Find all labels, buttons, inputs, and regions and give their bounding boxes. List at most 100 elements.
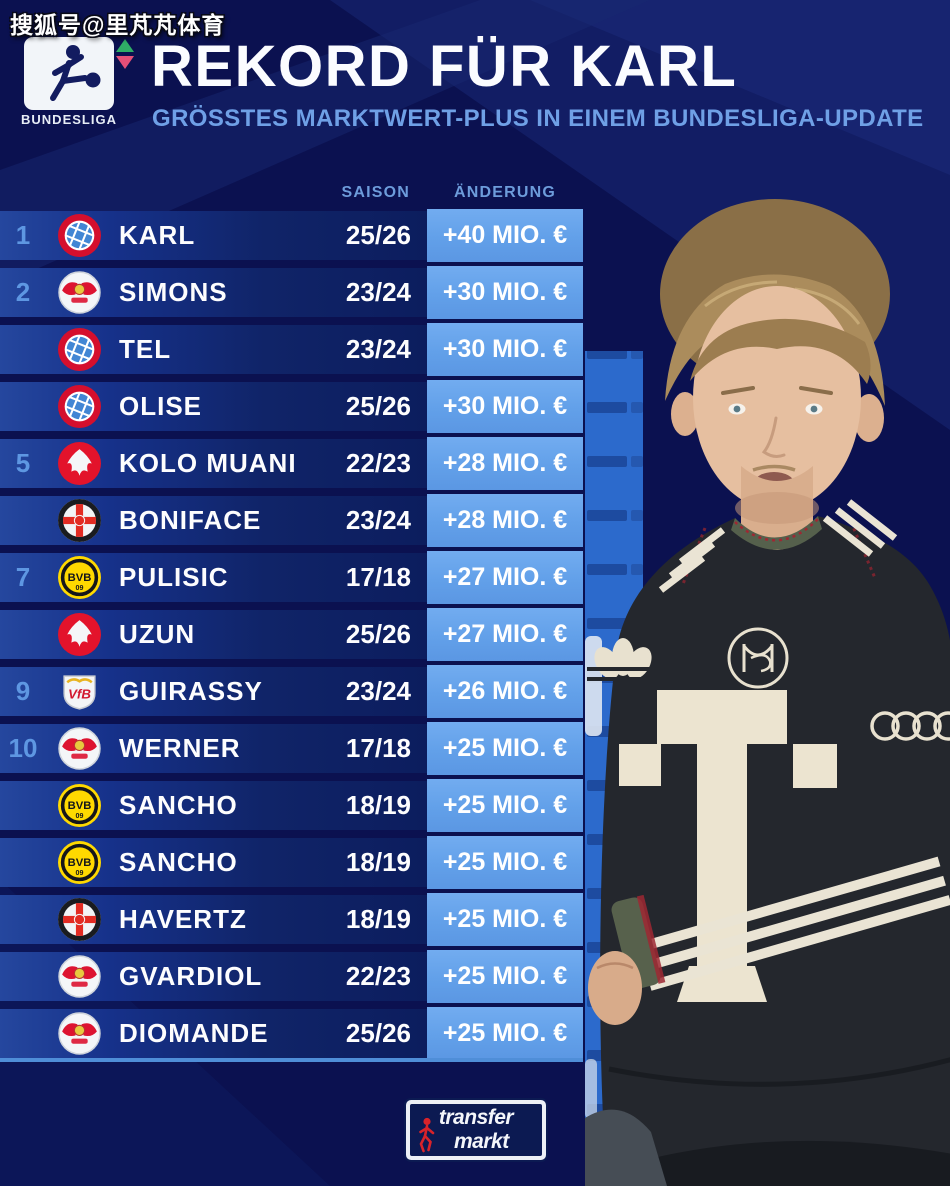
bundesliga-logo <box>24 37 114 110</box>
player-jersey <box>600 516 950 1186</box>
transfermarkt-logo: transfer markt <box>406 1100 546 1160</box>
player-name: KOLO MUANI <box>119 448 297 478</box>
page-title: REKORD FÜR KARL <box>151 34 738 99</box>
table-row: GVARDIOL 22/23 +25 MIO. € <box>0 950 583 1003</box>
change-value: +25 MIO. € <box>427 779 583 832</box>
table-row: 9 VfB GUIRASSY 23/24 +26 MIO. € <box>0 665 583 718</box>
bayern-crest-icon <box>57 384 102 429</box>
adidas-trefoil-icon <box>587 638 659 681</box>
bayern-crest-icon <box>57 213 102 258</box>
player-name: GVARDIOL <box>119 961 263 991</box>
stuttgart-crest-icon: VfB <box>57 669 102 714</box>
sleeve-cuff <box>611 894 666 989</box>
arrow-up-icon <box>116 39 134 52</box>
change-value: +25 MIO. € <box>427 1007 583 1060</box>
arrow-down-icon <box>116 56 134 69</box>
change-value: +28 MIO. € <box>427 494 583 547</box>
rank-label <box>0 496 46 545</box>
player-name: KARL <box>119 220 196 250</box>
leipzig-crest-icon <box>57 726 102 771</box>
leipzig-crest-icon <box>57 1011 102 1056</box>
bvb-crest-icon: BVB 09 <box>57 840 102 885</box>
rank-label <box>0 895 46 944</box>
table-row: BONIFACE 23/24 +28 MIO. € <box>0 494 583 547</box>
player-name: SANCHO <box>119 790 238 820</box>
table-row: 2 SIMONS 23/24 +30 MIO. € <box>0 266 583 319</box>
page-subtitle: GRÖSSTES MARKTWERT-PLUS IN EINEM BUNDESL… <box>152 105 924 132</box>
rank-label <box>0 781 46 830</box>
svg-text:BVB: BVB <box>68 572 92 584</box>
season-value: 17/18 <box>345 562 411 592</box>
frankfurt-crest-icon <box>57 441 102 486</box>
player-name: HAVERTZ <box>119 904 247 934</box>
season-value: 18/19 <box>345 790 411 820</box>
change-value: +30 MIO. € <box>427 266 583 319</box>
market-value-arrows-icon <box>116 39 134 69</box>
change-value: +30 MIO. € <box>427 323 583 376</box>
player-figure <box>587 199 950 1186</box>
bayern-retro-crest-icon <box>727 627 789 689</box>
column-header-season: SAISON <box>341 184 410 201</box>
player-name: TEL <box>119 334 172 364</box>
rank-label <box>0 325 46 374</box>
table-underline <box>0 1058 583 1062</box>
transfermarkt-wordmark-bottom: markt <box>454 1130 509 1153</box>
rank-label: 9 <box>15 676 31 706</box>
leipzig-crest-icon <box>57 270 102 315</box>
season-value: 25/26 <box>345 391 411 421</box>
season-value: 18/19 <box>345 904 411 934</box>
rank-label <box>0 610 46 659</box>
table-row: HAVERTZ 18/19 +25 MIO. € <box>0 893 583 946</box>
player-name: OLISE <box>119 391 203 421</box>
foreground-jacket <box>585 1109 667 1186</box>
season-value: 22/23 <box>345 961 411 991</box>
svg-text:BVB: BVB <box>68 857 92 869</box>
telekom-t-logo <box>619 690 837 1002</box>
ranking-table: 1 KARL 25/26 +40 MIO. € 2 SIMONS 23/24 +… <box>0 209 583 1066</box>
player-name: UZUN <box>119 619 196 649</box>
table-row: 10 WERNER 17/18 +25 MIO. € <box>0 722 583 775</box>
rank-label: 1 <box>15 220 31 250</box>
table-row: 1 KARL 25/26 +40 MIO. € <box>0 209 583 262</box>
player-photo <box>585 199 950 1186</box>
player-name: BONIFACE <box>119 505 262 535</box>
bundesliga-figure-icon <box>50 45 101 101</box>
frankfurt-crest-icon <box>57 612 102 657</box>
table-row: 5 KOLO MUANI 22/23 +28 MIO. € <box>0 437 583 490</box>
player-face <box>690 286 871 527</box>
season-value: 23/24 <box>345 277 411 307</box>
change-value: +25 MIO. € <box>427 722 583 775</box>
season-value: 25/26 <box>345 1018 411 1048</box>
rank-label <box>0 382 46 431</box>
table-row: 7 BVB 09 PULISIC 17/18 +27 MIO. € <box>0 551 583 604</box>
audi-rings-icon <box>870 711 950 741</box>
season-value: 18/19 <box>345 847 411 877</box>
change-value: +30 MIO. € <box>427 380 583 433</box>
player-name: SIMONS <box>119 277 228 307</box>
change-value: +25 MIO. € <box>427 836 583 889</box>
leverkusen-crest-icon <box>57 498 102 543</box>
rank-label: 7 <box>15 562 31 592</box>
rank-label <box>0 1009 46 1058</box>
season-value: 17/18 <box>345 733 411 763</box>
table-row: OLISE 25/26 +30 MIO. € <box>0 380 583 433</box>
bvb-crest-icon: BVB 09 <box>57 783 102 828</box>
change-value: +27 MIO. € <box>427 608 583 661</box>
change-value: +28 MIO. € <box>427 437 583 490</box>
season-value: 23/24 <box>345 505 411 535</box>
leipzig-crest-icon <box>57 954 102 999</box>
player-name: DIOMANDE <box>119 1018 269 1048</box>
sleeve-stripes <box>637 856 950 991</box>
rank-label <box>0 838 46 887</box>
season-value: 23/24 <box>345 676 411 706</box>
table-row: DIOMANDE 25/26 +25 MIO. € <box>0 1007 583 1060</box>
player-name: PULISIC <box>119 562 229 592</box>
rank-label: 2 <box>15 277 31 307</box>
change-value: +40 MIO. € <box>427 209 583 262</box>
rank-label: 5 <box>15 448 31 478</box>
bvb-crest-icon: BVB 09 <box>57 555 102 600</box>
svg-text:09: 09 <box>76 869 84 877</box>
change-value: +27 MIO. € <box>427 551 583 604</box>
table-row: BVB 09 SANCHO 18/19 +25 MIO. € <box>0 779 583 832</box>
sohu-watermark: 搜狐号@里芃芃体育 <box>10 12 226 38</box>
